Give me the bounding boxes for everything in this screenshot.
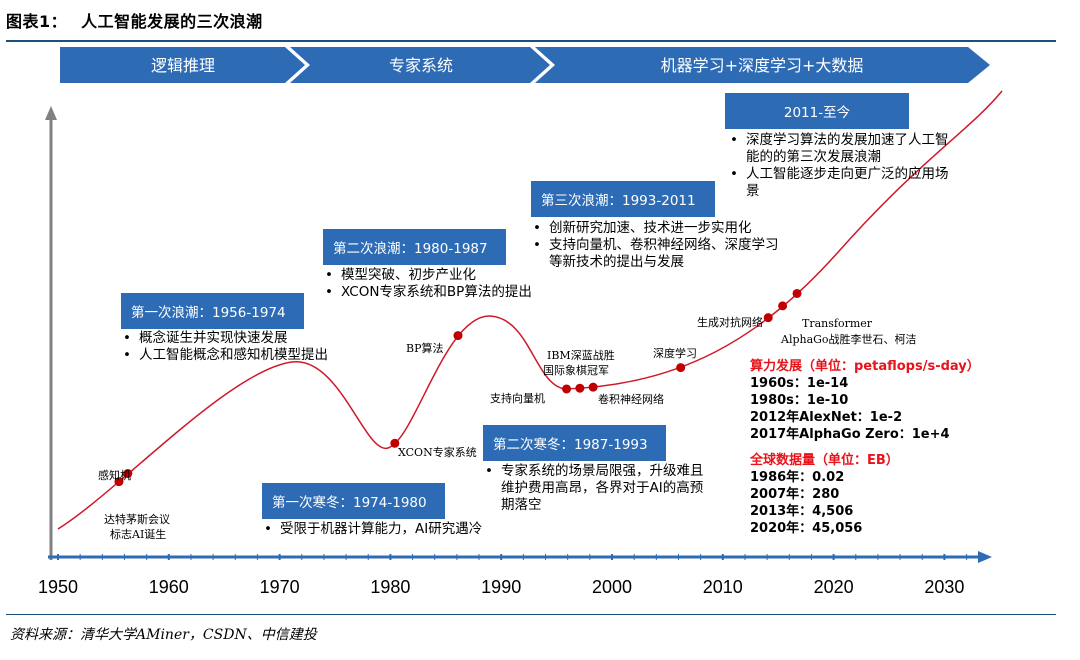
era-points-recent: 深度学习算法的发展加速了人工智能的的第三次发展浪潮 人工智能逐步走向更广泛的应用… bbox=[728, 132, 958, 200]
y-axis-arrowhead bbox=[45, 106, 57, 120]
event-label-cnn: 卷积神经网络 bbox=[598, 392, 664, 406]
x-tick-label: 2030 bbox=[924, 577, 964, 597]
event-label-alphago: AlphaGo战胜李世石、柯洁 bbox=[780, 332, 917, 346]
era-title-third-wave: 第三次浪潮：1993-2011 bbox=[531, 181, 715, 217]
x-tick-label: 1970 bbox=[260, 577, 300, 597]
era-points-second-winter: 专家系统的场景局限强，升级难且维护费用高昂，各界对于AI的高预期落空 bbox=[483, 463, 713, 514]
event-dot bbox=[792, 288, 802, 298]
event-label-bp: BP算法 bbox=[406, 341, 444, 355]
event-dot bbox=[562, 384, 572, 394]
era-point: XCON专家系统和BP算法的提出 bbox=[323, 284, 563, 301]
era-list-first-winter: 受限于机器计算能力，AI研究遇冷 bbox=[262, 521, 522, 538]
event-label-deep-learning: 深度学习 bbox=[653, 346, 697, 360]
event-label-dartmouth-l2: 标志AI诞生 bbox=[110, 527, 166, 541]
x-tick-label: 1990 bbox=[481, 577, 521, 597]
event-label-deepblue: IBM深蓝战胜国际象棋冠军 bbox=[543, 348, 615, 377]
data-volume-title: 全球数据量（单位：EB） bbox=[750, 453, 899, 468]
event-dot bbox=[588, 382, 598, 392]
era-points-first-winter: 受限于机器计算能力，AI研究遇冷 bbox=[262, 521, 522, 538]
compute-stat-row: 2012年AlexNet：1e-2 bbox=[750, 410, 903, 425]
event-label-perceptron: 感知机 bbox=[98, 468, 131, 482]
era-list-second-wave: 模型突破、初步产业化 XCON专家系统和BP算法的提出 bbox=[323, 267, 563, 301]
phase-arrow-ml bbox=[535, 47, 990, 83]
bottom-rule bbox=[6, 614, 1056, 615]
top-rule bbox=[6, 40, 1056, 42]
x-tick-label: 2000 bbox=[592, 577, 632, 597]
compute-stat-row: 2017年AlphaGo Zero：1e+4 bbox=[750, 427, 950, 442]
event-labels: 感知机 达特茅斯会议标志AI诞生 XCON专家系统 BP算法 支持向量机 IBM… bbox=[98, 315, 917, 541]
era-list-third-wave: 创新研究加速、技术进一步实用化 支持向量机、卷积神经网络、深度学习等新技术的提出… bbox=[531, 220, 791, 271]
event-label-dartmouth: 达特茅斯会议标志AI诞生 bbox=[104, 512, 170, 541]
compute-stat-row: 1960s：1e-14 bbox=[750, 376, 849, 391]
era-list-first-wave: 概念诞生并实现快速发展 人工智能概念和感知机模型提出 bbox=[121, 330, 361, 364]
data-volume-row: 2020年：45,056 bbox=[750, 521, 863, 536]
era-title-recent: 2011-至今 bbox=[725, 93, 909, 129]
era-points-first-wave: 概念诞生并实现快速发展 人工智能概念和感知机模型提出 bbox=[121, 330, 361, 364]
era-list-recent: 深度学习算法的发展加速了人工智能的的第三次发展浪潮 人工智能逐步走向更广泛的应用… bbox=[728, 132, 958, 200]
event-dots bbox=[114, 288, 802, 487]
event-dot bbox=[114, 477, 124, 487]
event-dot bbox=[778, 301, 788, 311]
x-tick-label: 2020 bbox=[814, 577, 854, 597]
compute-stats: 算力发展（单位：petaflops/s-day） 1960s：1e-14 198… bbox=[750, 358, 1030, 443]
ai-development-curve bbox=[57, 90, 1003, 530]
event-label-xcon: XCON专家系统 bbox=[398, 445, 477, 459]
x-axis-arrowhead bbox=[978, 551, 992, 563]
era-title-first-winter: 第一次寒冬：1974-1980 bbox=[262, 483, 445, 519]
phase-banner: 逻辑推理 专家系统 机器学习+深度学习+大数据 bbox=[60, 47, 990, 83]
data-volume-row: 1986年：0.02 bbox=[750, 470, 845, 485]
era-title-second-winter: 第二次寒冬：1987-1993 bbox=[483, 425, 666, 461]
event-label-dartmouth-l1: 达特茅斯会议 bbox=[104, 512, 170, 526]
era-point: 深度学习算法的发展加速了人工智能的的第三次发展浪潮 bbox=[728, 132, 958, 166]
event-label-transformer: Transformer bbox=[802, 317, 873, 330]
compute-stat-row: 1980s：1e-10 bbox=[750, 393, 849, 408]
x-tick-label: 1980 bbox=[370, 577, 410, 597]
event-label-deepblue-l1: IBM深蓝战胜 bbox=[547, 348, 615, 362]
figure-title: 图表1： 人工智能发展的三次浪潮 bbox=[6, 8, 263, 32]
era-point: 创新研究加速、技术进一步实用化 bbox=[531, 220, 791, 237]
phase-label-logic: 逻辑推理 bbox=[151, 56, 215, 75]
x-tick-label: 1950 bbox=[38, 577, 78, 597]
figure-title-text: 人工智能发展的三次浪潮 bbox=[81, 12, 263, 31]
era-title-second-wave: 第二次浪潮：1980-1987 bbox=[323, 229, 506, 265]
era-point: 概念诞生并实现快速发展 bbox=[121, 330, 361, 347]
data-volume-row: 2013年：4,506 bbox=[750, 504, 854, 519]
event-dot bbox=[575, 383, 585, 393]
era-list-second-winter: 专家系统的场景局限强，升级难且维护费用高昂，各界对于AI的高预期落空 bbox=[483, 463, 713, 514]
source-note: 资料来源：清华大学AMiner，CSDN、中信建投 bbox=[10, 627, 317, 643]
compute-stats-title: 算力发展（单位：petaflops/s-day） bbox=[750, 359, 980, 374]
data-volume-stats: 全球数据量（单位：EB） 1986年：0.02 2007年：280 2013年：… bbox=[750, 452, 970, 537]
event-dot bbox=[390, 438, 400, 448]
event-dot bbox=[763, 313, 773, 323]
event-dot bbox=[453, 331, 463, 341]
event-label-deepblue-l2: 国际象棋冠军 bbox=[543, 363, 609, 377]
era-point: 人工智能概念和感知机模型提出 bbox=[121, 347, 361, 364]
data-volume-row: 2007年：280 bbox=[750, 487, 840, 502]
phase-label-expert: 专家系统 bbox=[389, 56, 453, 75]
era-point: 支持向量机、卷积神经网络、深度学习等新技术的提出与发展 bbox=[531, 237, 791, 271]
figure-number: 图表1： bbox=[6, 12, 68, 31]
event-label-svm: 支持向量机 bbox=[490, 391, 545, 405]
era-title-first-wave: 第一次浪潮：1956-1974 bbox=[121, 293, 304, 329]
phase-label-ml: 机器学习+深度学习+大数据 bbox=[661, 56, 864, 75]
event-label-gan: 生成对抗网络 bbox=[697, 315, 763, 329]
x-tick-label: 2010 bbox=[703, 577, 743, 597]
x-tick-label: 1960 bbox=[149, 577, 189, 597]
phase-arrow-expert bbox=[290, 47, 550, 83]
era-point: 受限于机器计算能力，AI研究遇冷 bbox=[262, 521, 522, 538]
era-point: 模型突破、初步产业化 bbox=[323, 267, 563, 284]
phase-arrow-logic bbox=[60, 47, 305, 83]
event-dot bbox=[123, 469, 133, 479]
x-axis-ticks: 1950 1960 1970 1980 1990 2000 2010 2020 2030 bbox=[38, 554, 968, 597]
era-point: 人工智能逐步走向更广泛的应用场景 bbox=[728, 166, 958, 200]
era-point: 专家系统的场景局限强，升级难且维护费用高昂，各界对于AI的高预期落空 bbox=[483, 463, 713, 514]
era-points-second-wave: 模型突破、初步产业化 XCON专家系统和BP算法的提出 bbox=[323, 267, 563, 301]
event-dot bbox=[676, 363, 686, 373]
era-points-third-wave: 创新研究加速、技术进一步实用化 支持向量机、卷积神经网络、深度学习等新技术的提出… bbox=[531, 220, 791, 271]
